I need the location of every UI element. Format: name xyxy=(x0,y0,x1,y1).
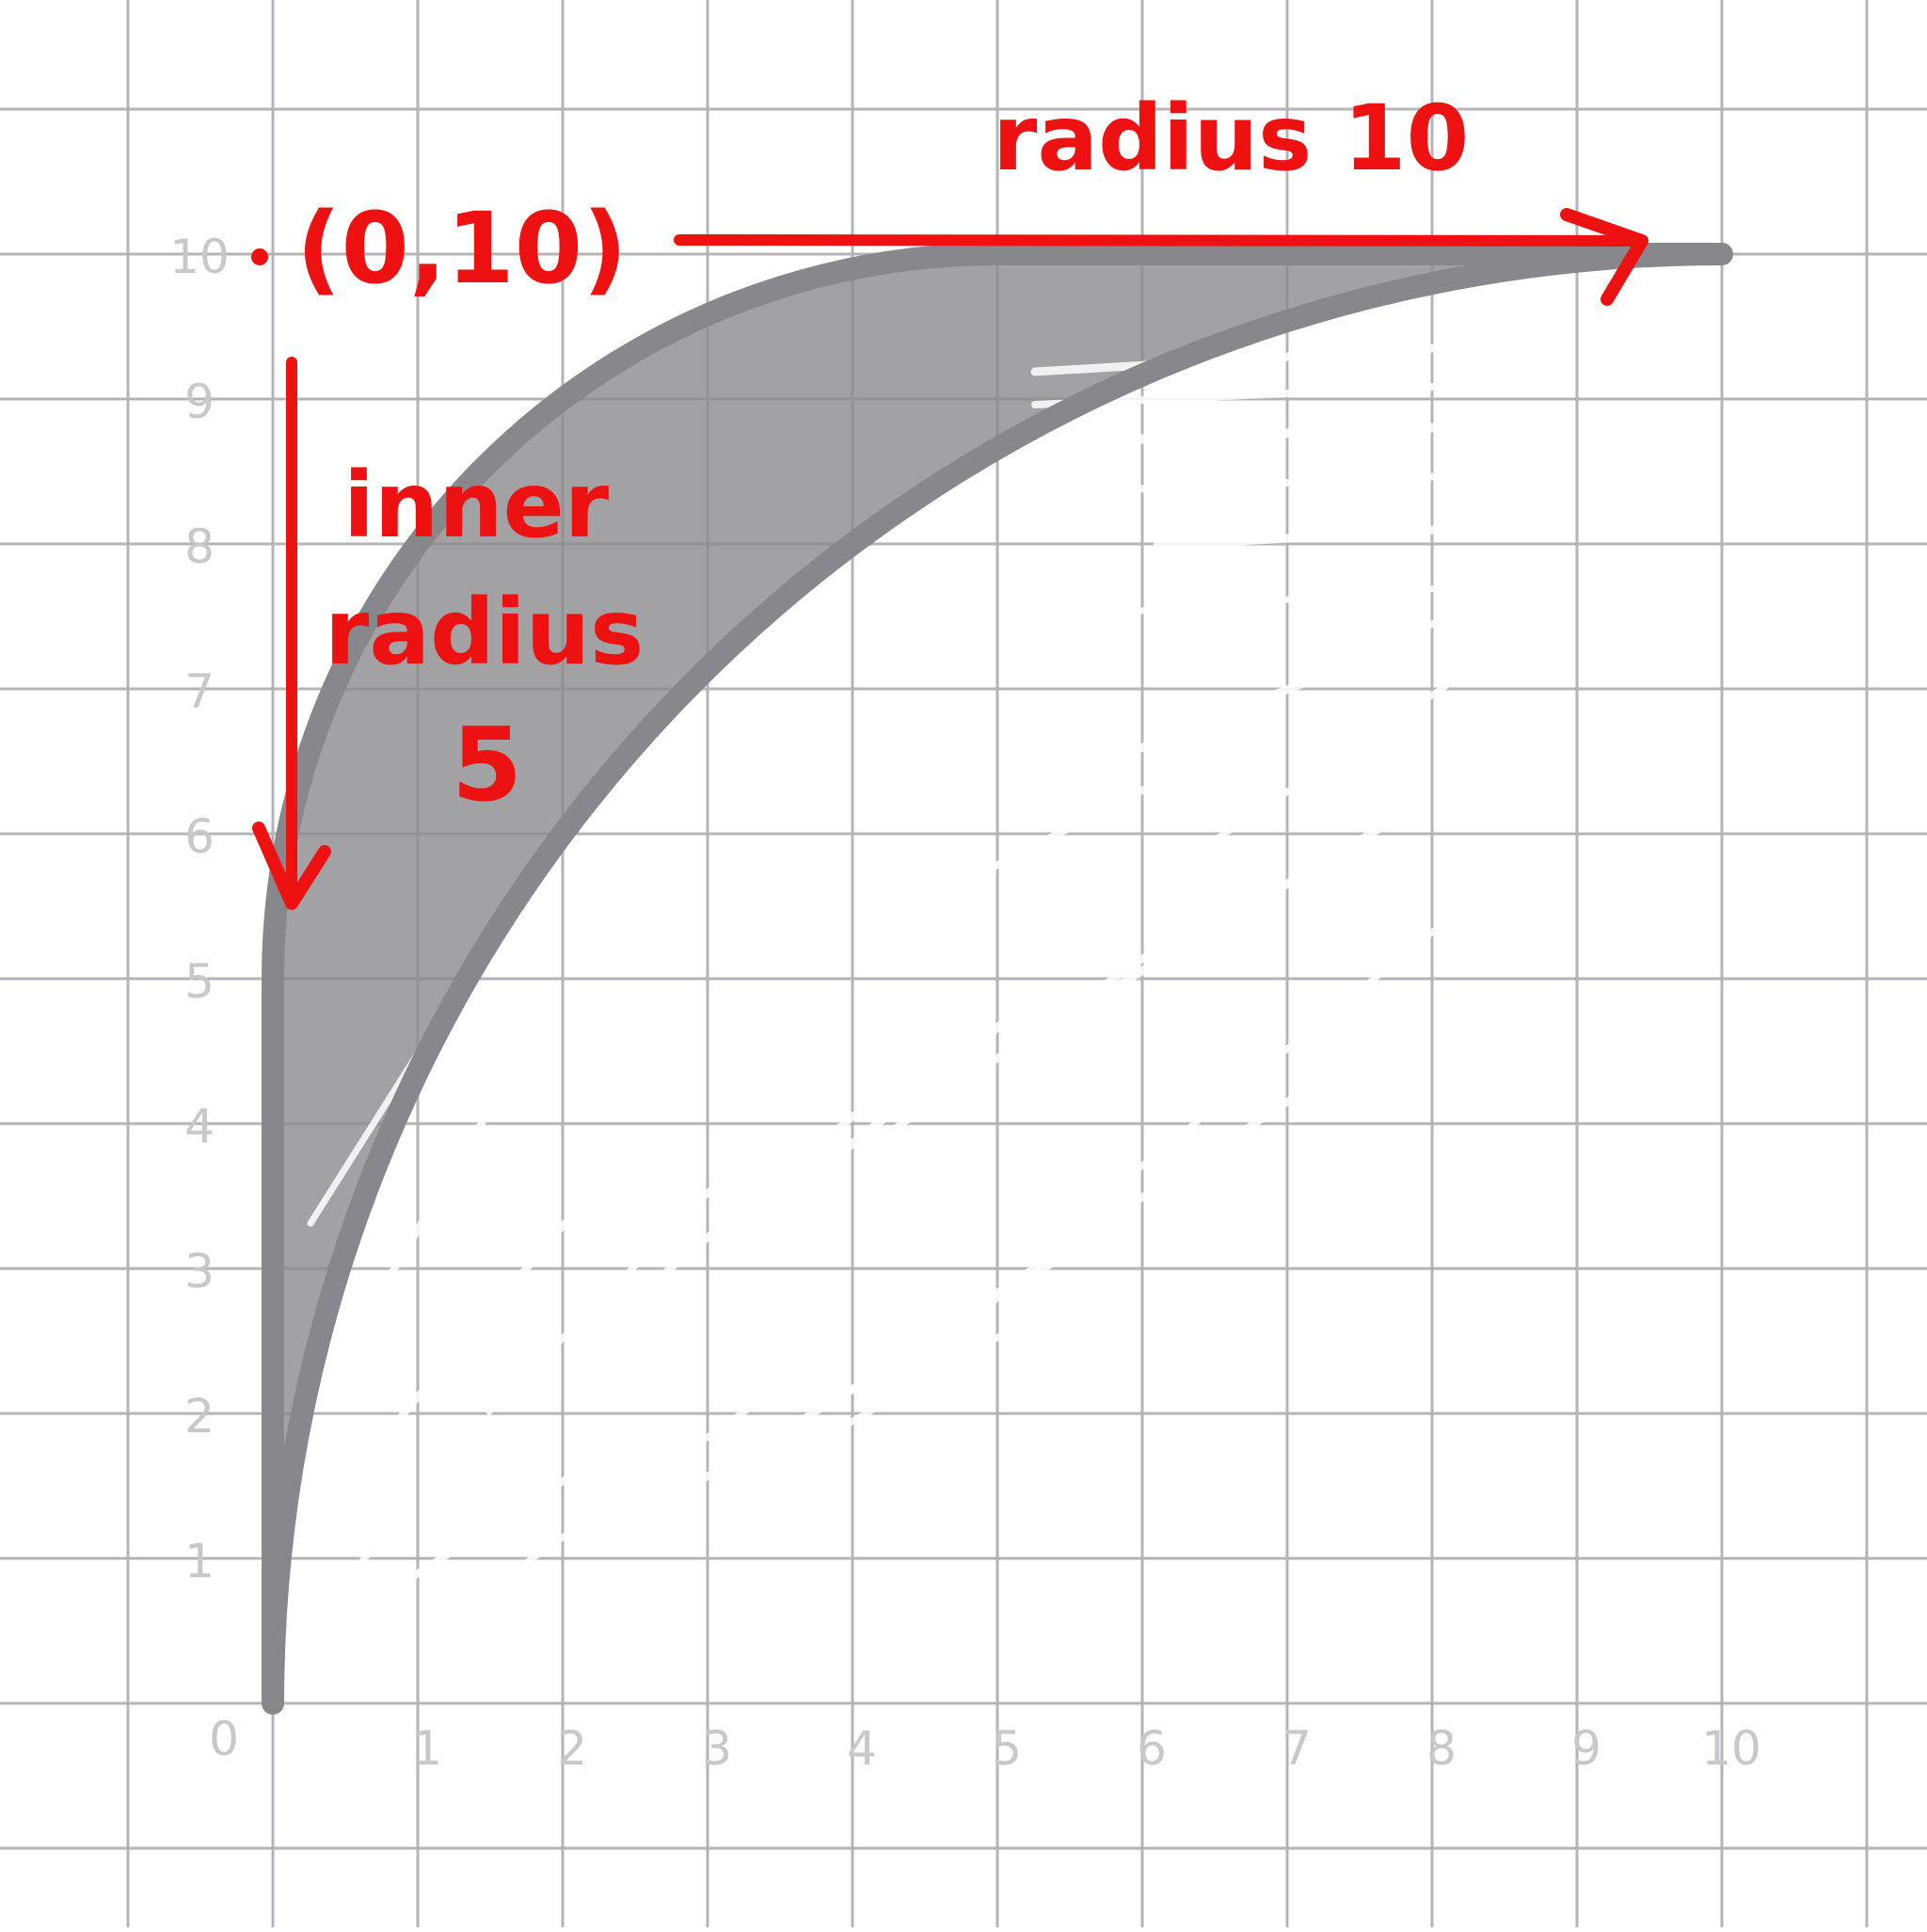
x-tick-label: 5 xyxy=(992,1721,1022,1776)
annulus-outline xyxy=(262,243,1733,1715)
scribble-gap xyxy=(655,1333,945,1509)
scribble-gap xyxy=(307,1521,399,1622)
x-tick-label: 6 xyxy=(1137,1721,1167,1776)
annulus-fill xyxy=(273,254,1722,1703)
axis-tick-labels: 1 2 3 4 5 6 7 8 9 10 0 1 2 3 4 5 6 7 8 9 10 xyxy=(169,230,1761,1776)
origin-tick-label: 0 xyxy=(209,1712,239,1766)
y-tick-label: 1 xyxy=(184,1534,215,1589)
y-tick-label: 5 xyxy=(184,954,215,1009)
y-tick-label: 10 xyxy=(169,230,230,284)
outer-radius-arrowhead xyxy=(1560,208,1648,306)
scribble-gap xyxy=(1172,655,1490,870)
x-tick-label: 9 xyxy=(1571,1721,1601,1776)
annotations: (0,10) radius 10 inner radius 5 xyxy=(251,86,1648,910)
scribble-gap xyxy=(1125,471,1472,493)
annulus-shape xyxy=(262,243,1733,1715)
scribble-gap xyxy=(1030,805,1416,1040)
scribble-gap xyxy=(1125,900,1472,1180)
inner-radius-label-line3: 5 xyxy=(452,707,522,824)
scribble-gap xyxy=(984,1078,1321,1302)
y-tick-label: 6 xyxy=(184,809,215,864)
x-tick-label: 8 xyxy=(1426,1721,1457,1776)
inner-radius-label-line2: radius xyxy=(325,580,644,685)
scribble-gap xyxy=(608,1078,898,1321)
inner-radius-arrowhead xyxy=(252,822,331,910)
scribble-gap xyxy=(373,1464,587,1604)
scribble-gap xyxy=(748,993,1040,1228)
y-tick-label: 7 xyxy=(184,664,215,719)
x-tick-label: 4 xyxy=(847,1721,877,1776)
scribble-gap xyxy=(1031,377,1566,408)
scribble-gap xyxy=(316,1107,493,1397)
scribble-gap xyxy=(937,721,1274,898)
scribble-gap xyxy=(1153,522,1491,551)
x-tick-label: 10 xyxy=(1701,1721,1761,1776)
scribble-gap xyxy=(1077,654,1369,776)
scribble-gap xyxy=(1125,584,1443,615)
y-tick-label: 8 xyxy=(184,519,215,574)
scribble-shading xyxy=(307,336,1567,1622)
inner-radius-label-line1: inner xyxy=(343,453,610,558)
scribble-gap xyxy=(768,1323,1020,1472)
scribble-gap xyxy=(890,900,1227,1133)
scribble-gap xyxy=(523,1389,775,1566)
x-tick-label: 7 xyxy=(1282,1721,1312,1776)
scribble-gap xyxy=(354,1220,568,1472)
y-tick-label: 3 xyxy=(184,1244,215,1299)
x-tick-label: 2 xyxy=(557,1721,587,1776)
center-point-dot xyxy=(251,248,268,265)
scribble-gap xyxy=(486,1163,738,1415)
y-tick-label: 2 xyxy=(184,1389,215,1444)
x-tick-label: 3 xyxy=(702,1721,732,1776)
scribble-gap xyxy=(1049,419,1548,447)
y-tick-label: 9 xyxy=(184,375,215,429)
y-tick-label: 4 xyxy=(184,1099,215,1154)
x-tick-label: 1 xyxy=(412,1721,442,1776)
outer-radius-arrow-shaft xyxy=(674,234,1645,247)
scribble-gap xyxy=(1314,599,1509,663)
scribble-gap xyxy=(1030,336,1567,376)
center-point-label: (0,10) xyxy=(296,191,628,306)
outer-radius-label: radius 10 xyxy=(993,86,1469,191)
